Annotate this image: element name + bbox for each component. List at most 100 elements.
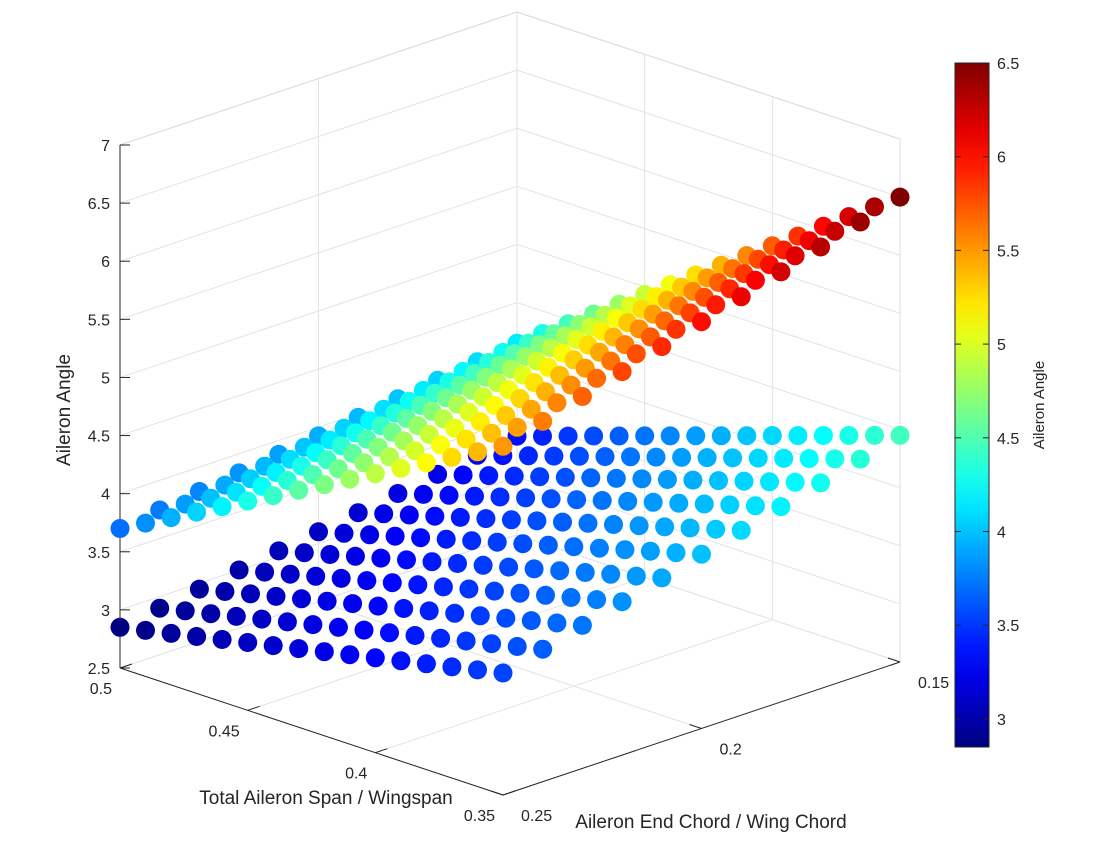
axes-layer — [119, 144, 901, 796]
data-point-lower — [408, 575, 428, 595]
data-point-upper — [365, 464, 385, 484]
data-point-lower — [255, 562, 275, 582]
data-point-lower — [416, 654, 436, 674]
data-point-upper — [314, 475, 334, 495]
z-tick-label: 6 — [101, 254, 110, 271]
grid-line — [516, 185, 901, 314]
data-point-lower — [771, 497, 791, 517]
data-point-lower — [493, 663, 513, 683]
data-point-lower — [825, 449, 845, 469]
y-tick-label: 0.45 — [209, 723, 240, 740]
data-point-upper — [456, 429, 476, 449]
data-point-lower — [343, 594, 363, 614]
data-point-lower — [229, 560, 249, 580]
data-point-lower — [306, 566, 326, 586]
grid-line — [318, 601, 702, 729]
data-point-lower — [388, 484, 408, 503]
data-point-lower — [348, 503, 368, 523]
x-axis-title: Aileron End Chord / Wing Chord — [575, 812, 846, 833]
data-point-lower — [368, 596, 388, 616]
data-point-lower — [456, 631, 476, 651]
data-point-lower — [269, 541, 289, 561]
z-tick-label: 5.5 — [88, 312, 110, 329]
data-point-lower — [890, 425, 910, 445]
data-point-lower — [136, 620, 155, 640]
data-point-lower — [595, 447, 615, 467]
x-tick — [490, 790, 504, 796]
data-point-lower — [692, 544, 711, 564]
data-point-lower — [686, 426, 706, 446]
box-edge — [119, 11, 518, 146]
data-point-lower — [499, 557, 519, 577]
y-tick — [247, 705, 260, 711]
data-point-lower — [669, 493, 689, 513]
data-point-lower — [513, 534, 533, 554]
data-point-lower — [589, 538, 609, 558]
data-point-upper — [612, 362, 632, 382]
data-point-lower — [524, 559, 544, 579]
colorbar — [954, 62, 990, 748]
data-point-lower — [340, 645, 360, 665]
data-point-lower — [328, 617, 348, 637]
data-point-lower — [459, 579, 479, 599]
data-point-lower — [604, 515, 623, 534]
data-point-upper — [785, 246, 805, 266]
data-point-lower — [490, 487, 510, 507]
colorbar-tick-label: 5 — [997, 337, 1006, 354]
data-point-lower — [303, 615, 323, 635]
colorbar-tick-label: 4.5 — [997, 431, 1019, 448]
data-point-lower — [462, 531, 482, 551]
data-point-upper — [263, 486, 283, 506]
data-point-lower — [760, 472, 779, 492]
y-tick — [375, 748, 388, 754]
data-point-lower — [788, 426, 808, 446]
data-point-upper — [212, 497, 232, 517]
data-point-lower — [683, 470, 703, 490]
data-point-lower — [737, 426, 757, 446]
data-point-upper — [110, 519, 130, 538]
data-point-lower — [334, 523, 354, 543]
data-point-lower — [680, 518, 700, 538]
data-point-upper — [692, 312, 711, 332]
data-point-lower — [280, 564, 300, 584]
data-point-upper — [493, 436, 513, 456]
colorbar-tick-label: 6 — [997, 150, 1006, 167]
data-point-lower — [839, 426, 859, 445]
data-point-lower — [575, 563, 595, 582]
data-point-lower — [161, 623, 181, 643]
data-point-lower — [374, 504, 394, 524]
data-point-lower — [468, 660, 487, 680]
data-point-upper — [431, 435, 451, 455]
grid-line — [516, 418, 901, 547]
data-point-upper — [289, 480, 309, 500]
x-tick — [689, 724, 702, 729]
data-point-lower — [294, 543, 314, 563]
data-point-upper — [890, 187, 910, 207]
data-point-lower — [201, 604, 221, 624]
data-point-upper — [496, 406, 516, 425]
data-point-lower — [785, 472, 805, 492]
data-point-upper — [391, 458, 411, 478]
data-point-lower — [473, 555, 493, 575]
data-point-lower — [530, 467, 550, 487]
data-point-lower — [263, 636, 283, 656]
data-point-lower — [709, 471, 728, 491]
data-point-upper — [626, 344, 646, 364]
y-tick-label: 0.35 — [464, 808, 495, 825]
data-point-lower — [550, 561, 570, 581]
data-point-lower — [720, 495, 740, 515]
colorbar-ticks: 3 3.5 4 4.5 5 5.5 6 6.5 — [955, 56, 1019, 729]
data-point-lower — [266, 586, 286, 606]
data-point-lower — [399, 505, 419, 525]
data-point-lower — [572, 615, 592, 635]
data-point-upper — [825, 221, 845, 241]
data-point-lower — [442, 657, 462, 677]
data-point-lower — [484, 581, 504, 601]
data-point-lower — [813, 426, 833, 445]
data-point-lower — [635, 426, 655, 446]
y-tick-label: 0.5 — [90, 681, 112, 698]
data-point-lower — [578, 513, 598, 533]
data-point-lower — [748, 448, 768, 468]
x-tick-label: 0.25 — [521, 808, 552, 825]
data-point-upper — [865, 197, 884, 217]
